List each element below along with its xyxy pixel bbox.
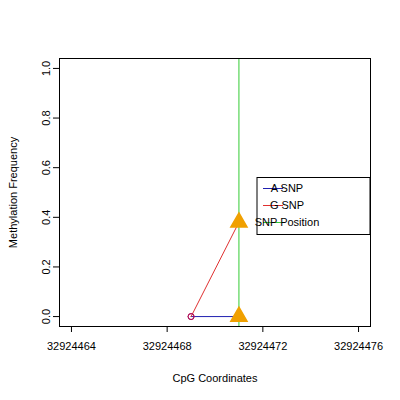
- svg-text:32924472: 32924472: [238, 340, 287, 352]
- svg-text:32924476: 32924476: [334, 340, 383, 352]
- svg-text:Methylation Frequency: Methylation Frequency: [7, 136, 19, 248]
- svg-text:0.2: 0.2: [40, 259, 52, 274]
- svg-text:0.4: 0.4: [40, 210, 52, 225]
- svg-text:32924468: 32924468: [143, 340, 192, 352]
- svg-text:0.8: 0.8: [40, 110, 52, 125]
- svg-text:G SNP: G SNP: [270, 199, 304, 211]
- svg-text:1.0: 1.0: [40, 61, 52, 76]
- svg-text:SNP Position: SNP Position: [255, 216, 320, 228]
- svg-text:A SNP: A SNP: [271, 182, 303, 194]
- svg-text:0.0: 0.0: [40, 309, 52, 324]
- svg-text:CpG Coordinates: CpG Coordinates: [173, 372, 258, 384]
- svg-text:32924464: 32924464: [47, 340, 96, 352]
- svg-text:0.6: 0.6: [40, 160, 52, 175]
